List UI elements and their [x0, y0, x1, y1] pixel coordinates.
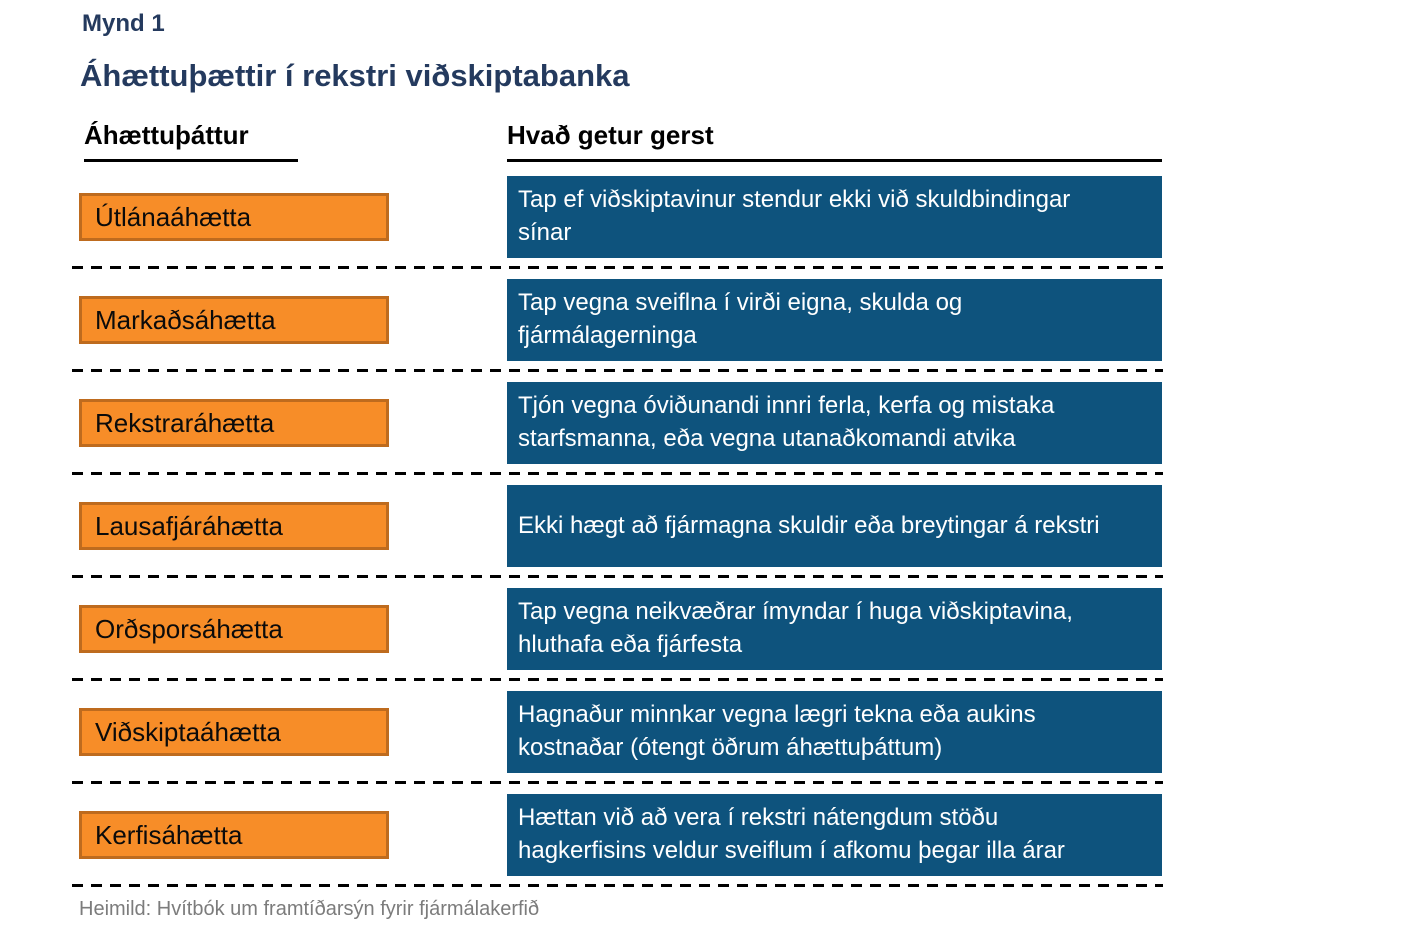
risk-factor-box: Rekstraráhætta [79, 399, 389, 447]
dashed-divider [72, 678, 1163, 681]
page-title: Áhættuþættir í rekstri viðskiptabanka [80, 58, 630, 93]
event-description-box: Hættan við að vera í rekstri nátengdum s… [507, 794, 1162, 876]
risk-factor-box: Lausafjáráhætta [79, 502, 389, 550]
table-row: Tap ef viðskiptavinur stendur ekki við s… [0, 176, 1420, 279]
event-description-box: Tap vegna sveiflna í virði eigna, skulda… [507, 279, 1162, 361]
table-row: Hagnaður minnkar vegna lægri tekna eða a… [0, 691, 1420, 794]
risk-factor-box: Kerfisáhætta [79, 811, 389, 859]
dashed-divider [72, 884, 1163, 887]
event-description-box: Tap vegna neikvæðrar ímyndar í huga viðs… [507, 588, 1162, 670]
dashed-divider [72, 369, 1163, 372]
table-row: Tjón vegna óviðunandi innri ferla, kerfa… [0, 382, 1420, 485]
event-description-box: Tap ef viðskiptavinur stendur ekki við s… [507, 176, 1162, 258]
source-note: Heimild: Hvítbók um framtíðarsýn fyrir f… [79, 898, 540, 920]
dashed-divider [72, 781, 1163, 784]
dashed-divider [72, 472, 1163, 475]
dashed-divider [72, 575, 1163, 578]
event-description-box: Ekki hægt að fjármagna skuldir eða breyt… [507, 485, 1162, 567]
table-row: Tap vegna sveiflna í virði eigna, skulda… [0, 279, 1420, 382]
risk-factor-box: Útlánaáhætta [79, 193, 389, 241]
risk-factor-box: Orðsporsáhætta [79, 605, 389, 653]
event-description-box: Hagnaður minnkar vegna lægri tekna eða a… [507, 691, 1162, 773]
risk-factor-box: Markaðsáhætta [79, 296, 389, 344]
dashed-divider [72, 266, 1163, 269]
column-header-event: Hvað getur gerst [507, 120, 1162, 162]
table-row: Tap vegna neikvæðrar ímyndar í huga viðs… [0, 588, 1420, 691]
risk-factor-box: Viðskiptaáhætta [79, 708, 389, 756]
table-row: Ekki hægt að fjármagna skuldir eða breyt… [0, 485, 1420, 588]
figure-label: Mynd 1 [82, 10, 165, 37]
event-description-box: Tjón vegna óviðunandi innri ferla, kerfa… [507, 382, 1162, 464]
column-header-risk: Áhættuþáttur [84, 120, 298, 162]
table-row: Hættan við að vera í rekstri nátengdum s… [0, 794, 1420, 897]
